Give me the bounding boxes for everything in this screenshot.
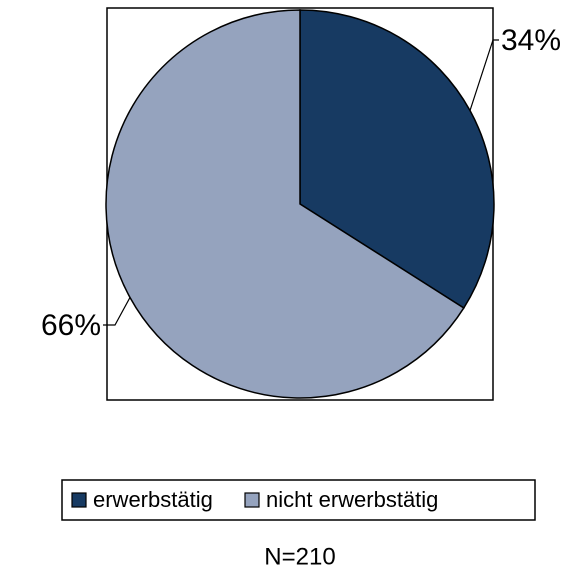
legend-label: erwerbstätig: [93, 487, 213, 512]
data-label: 34%: [501, 24, 561, 57]
legend-label: nicht erwerbstätig: [266, 487, 438, 512]
legend: erwerbstätig nicht erwerbstätig: [71, 487, 438, 512]
legend-swatch: [244, 492, 260, 508]
caption: N=210: [264, 543, 335, 570]
leader-line: [469, 39, 499, 111]
data-label: 66%: [41, 309, 101, 342]
pie: 34% 66%: [41, 9, 561, 399]
legend-frame: [61, 479, 536, 521]
leader-line: [103, 297, 131, 326]
legend-swatch: [71, 492, 87, 508]
